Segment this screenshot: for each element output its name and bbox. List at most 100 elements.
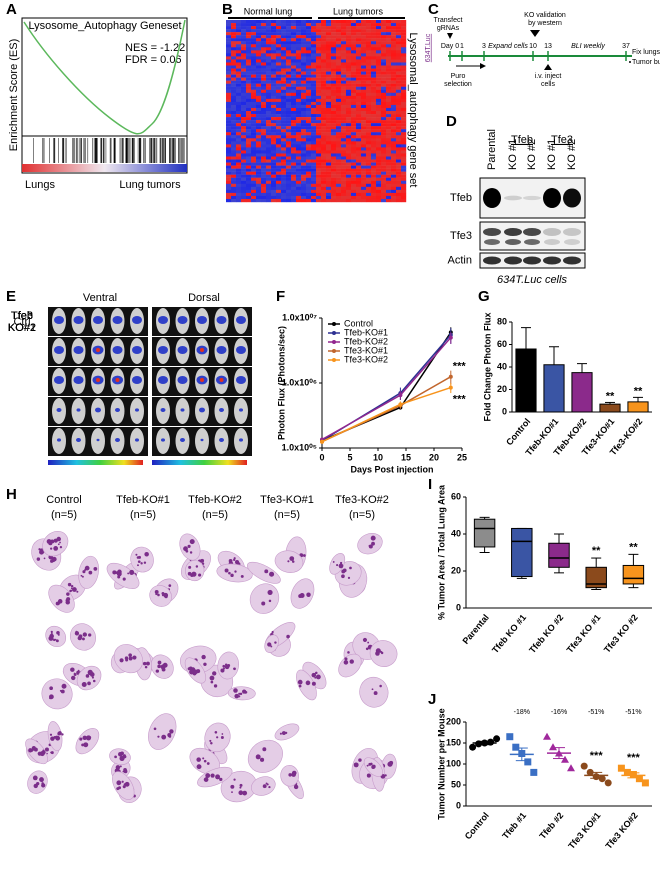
heat-cell <box>261 126 267 130</box>
tumor <box>219 777 223 782</box>
heat-cell <box>336 162 342 166</box>
heat-cell <box>306 174 312 178</box>
heat-cell <box>316 144 322 148</box>
heat-cell <box>241 195 247 200</box>
heat-cell <box>271 150 277 154</box>
heat-cell <box>226 165 232 169</box>
heat-cell <box>301 107 307 112</box>
heat-cell <box>401 180 407 184</box>
heat-cell <box>306 53 312 57</box>
heat-cell <box>241 162 247 166</box>
heat-cell <box>226 68 232 72</box>
heat-cell <box>391 150 397 154</box>
heat-cell <box>226 101 232 106</box>
heat-cell <box>301 59 307 63</box>
x-axis-label: Days Post injection <box>350 464 433 474</box>
heat-cell <box>391 56 397 60</box>
heat-cell <box>321 162 327 166</box>
label: KO #2 <box>566 139 578 170</box>
heat-cell <box>316 32 322 36</box>
heat-cell <box>326 86 332 90</box>
heat-cell <box>296 86 302 90</box>
heat-cell <box>381 62 387 66</box>
heat-cell <box>391 114 397 118</box>
heat-cell <box>326 114 332 118</box>
tumor <box>157 593 160 597</box>
heat-cell <box>361 41 367 45</box>
point <box>604 779 612 787</box>
heat-cell <box>396 186 402 191</box>
heat-cell <box>346 86 352 90</box>
heat-cell <box>311 141 317 145</box>
heat-cell <box>256 183 262 188</box>
heat-cell <box>231 65 237 69</box>
heat-cell <box>396 80 402 84</box>
heat-cell <box>321 189 327 194</box>
heat-cell <box>361 198 367 203</box>
heat-cell <box>336 74 342 78</box>
y-tick-label: 0 <box>456 602 461 612</box>
heat-cell <box>246 153 252 157</box>
heat-cell <box>236 144 242 148</box>
heat-cell <box>396 62 402 66</box>
heat-cell <box>296 65 302 69</box>
heat-cell <box>361 92 367 97</box>
heat-cell <box>271 77 277 81</box>
signal <box>239 408 243 412</box>
tumor <box>118 752 123 757</box>
heat-cell <box>336 186 342 191</box>
heat-cell <box>271 111 277 115</box>
heat-cell <box>281 71 287 75</box>
tumor <box>368 544 371 547</box>
heat-cell <box>236 126 242 130</box>
heat-cell <box>361 174 367 178</box>
heat-cell <box>371 144 377 148</box>
heat-cell <box>306 195 312 200</box>
heat-cell <box>256 120 262 124</box>
heat-cell <box>286 104 292 109</box>
heat-cell <box>361 68 367 72</box>
heat-cell <box>346 26 352 30</box>
heat-cell <box>236 165 242 169</box>
heat-cell <box>391 92 397 97</box>
heat-cell <box>296 53 302 57</box>
heat-cell <box>321 159 327 163</box>
heat-cell <box>231 165 237 169</box>
label: Tfe3-KO#2 <box>335 494 389 506</box>
heat-cell <box>251 111 257 115</box>
heat-cell <box>301 144 307 148</box>
tumor <box>43 557 46 560</box>
heat-cell <box>311 132 317 136</box>
tumor <box>72 587 77 592</box>
heat-cell <box>381 126 387 130</box>
tumor <box>137 564 139 567</box>
heat-cell <box>376 77 382 81</box>
tumor <box>144 665 148 669</box>
point <box>580 762 588 770</box>
heat-cell <box>386 114 392 118</box>
heat-cell <box>311 171 317 175</box>
tumor <box>122 577 126 581</box>
heat-cell <box>361 156 367 160</box>
heat-cell <box>326 59 332 63</box>
heat-cell <box>351 195 357 200</box>
tumor <box>311 681 316 686</box>
heat-cell <box>316 135 322 139</box>
heat-cell <box>296 144 302 148</box>
heat-cell <box>296 174 302 178</box>
heat-cell <box>366 123 372 127</box>
heat-cell <box>321 177 327 181</box>
heat-cell <box>351 59 357 63</box>
heat-cell <box>366 23 372 27</box>
tumor <box>262 747 267 752</box>
tumor <box>115 765 121 770</box>
heat-cell <box>386 86 392 90</box>
heat-cell <box>391 86 397 90</box>
heat-cell <box>296 71 302 75</box>
heat-cell <box>356 56 362 60</box>
heat-cell <box>281 20 287 24</box>
label: Actin <box>448 254 472 266</box>
heat-cell <box>331 26 337 30</box>
tumor <box>189 539 195 545</box>
tumor <box>288 773 292 777</box>
